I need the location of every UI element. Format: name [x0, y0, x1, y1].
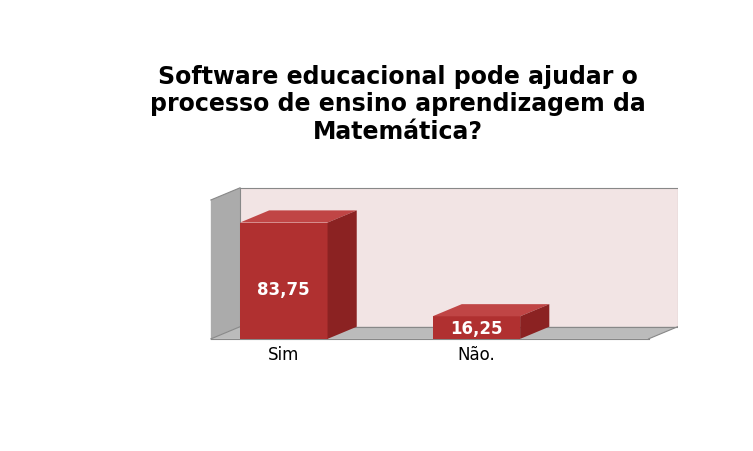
Text: Sim: Sim [268, 346, 300, 364]
Text: 83,75: 83,75 [258, 281, 310, 299]
Polygon shape [211, 327, 678, 339]
Polygon shape [520, 304, 549, 339]
Polygon shape [211, 188, 240, 339]
Text: 16,25: 16,25 [450, 320, 502, 338]
Polygon shape [240, 210, 357, 222]
Polygon shape [240, 188, 678, 327]
Text: Não.: Não. [458, 346, 495, 364]
Text: Software educacional pode ajudar o
processo de ensino aprendizagem da
Matemática: Software educacional pode ajudar o proce… [150, 64, 645, 144]
Polygon shape [432, 304, 549, 316]
Polygon shape [432, 316, 520, 339]
Polygon shape [240, 222, 328, 339]
Polygon shape [328, 210, 357, 339]
